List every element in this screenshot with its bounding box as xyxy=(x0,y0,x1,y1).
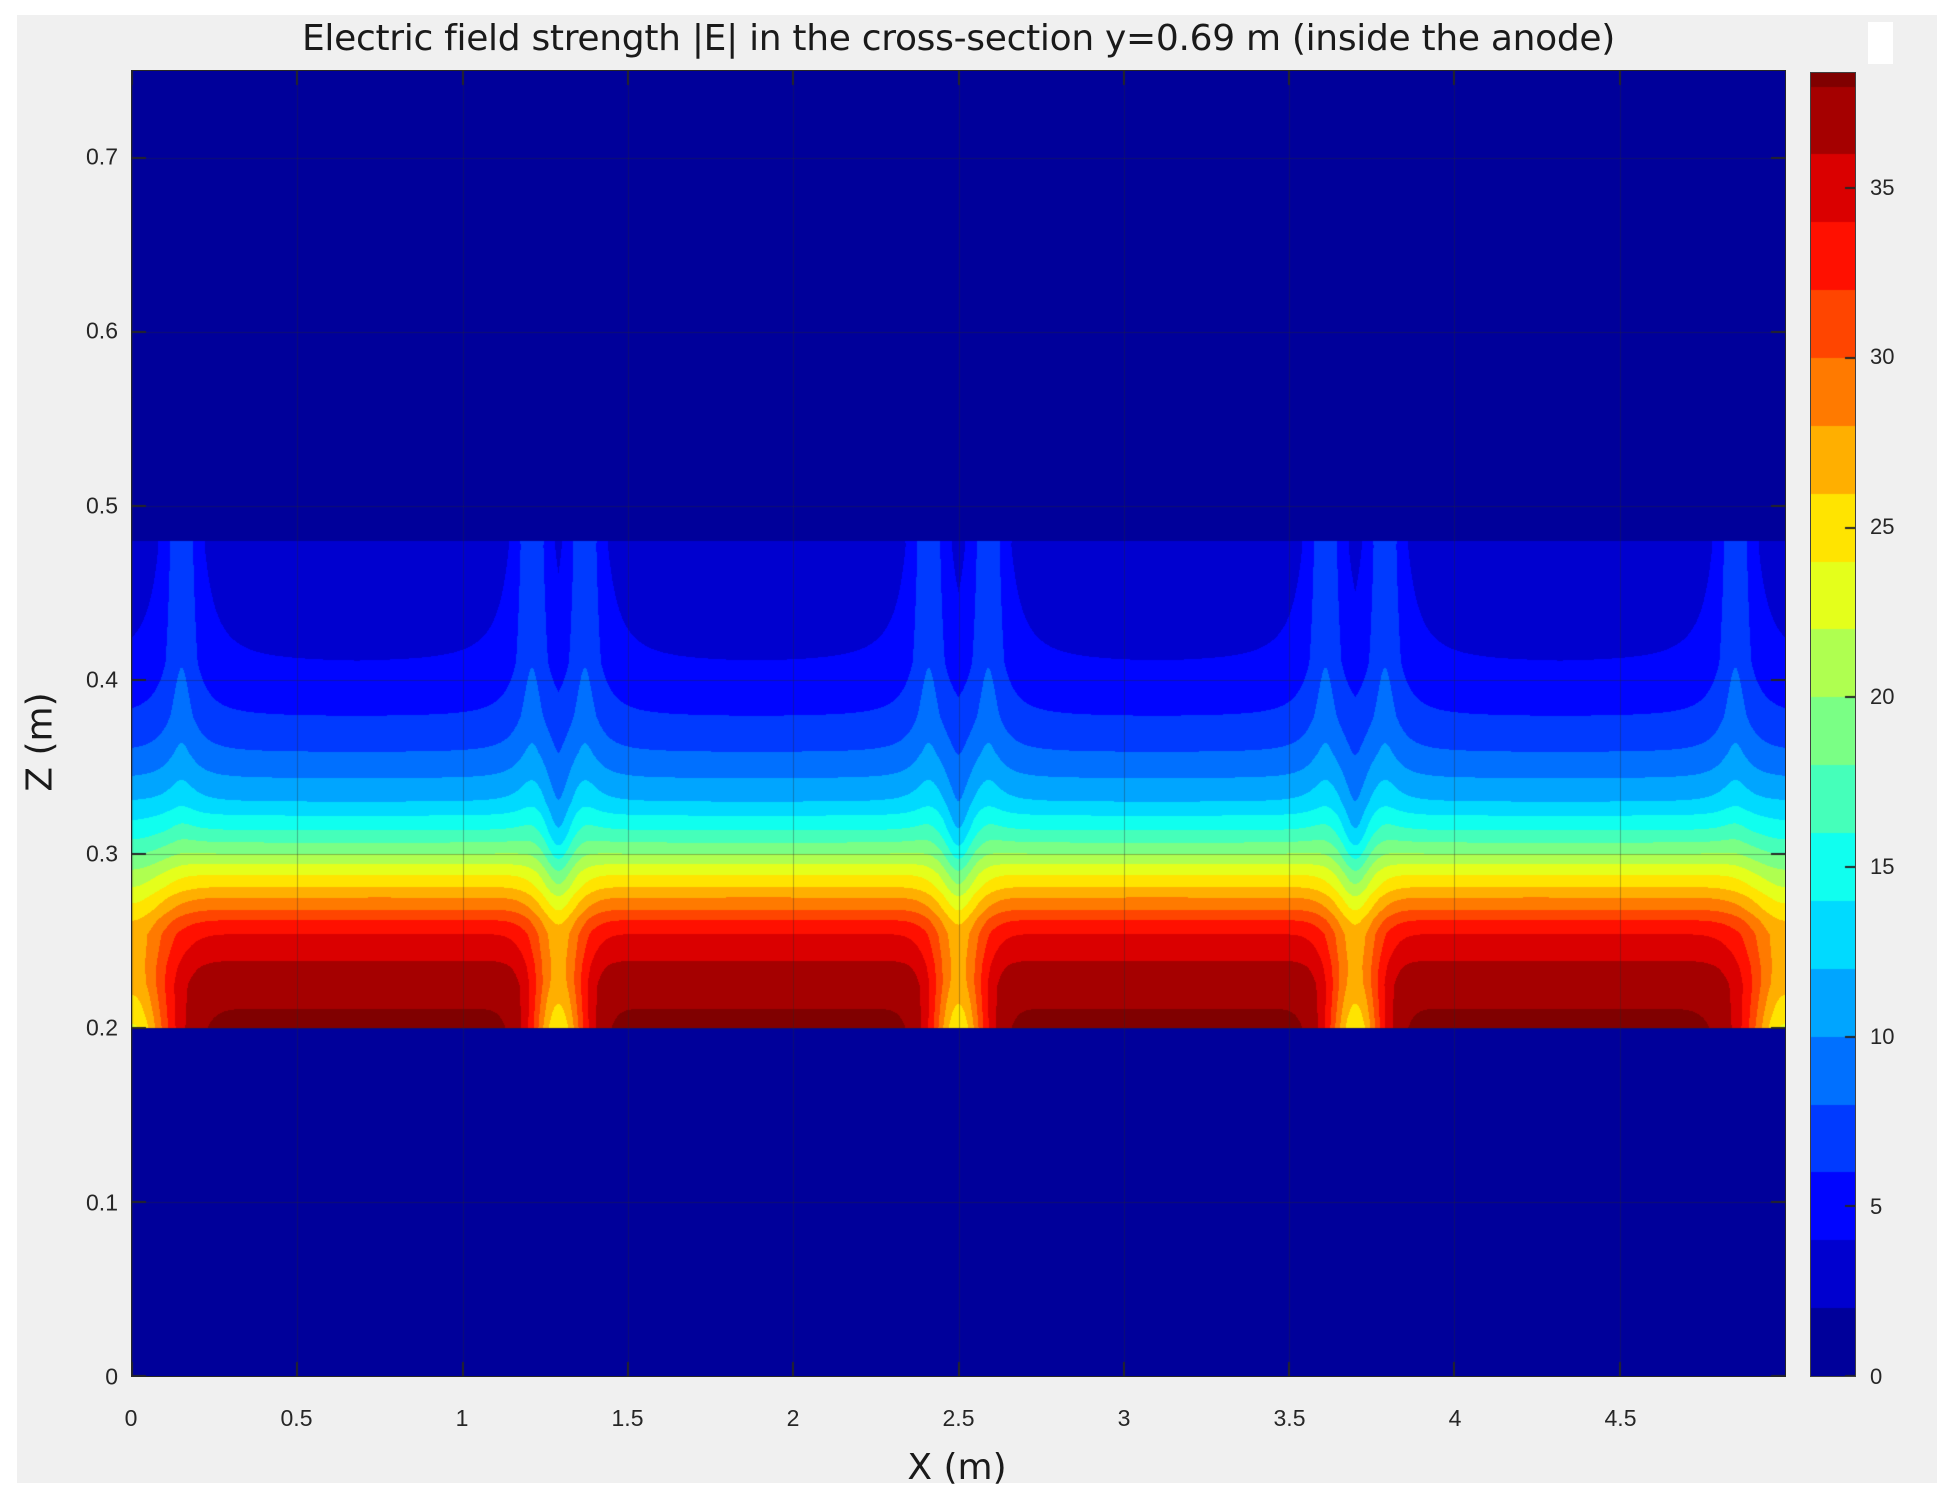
x-tick-label: 1 xyxy=(455,1405,469,1431)
x-tick-label: 2 xyxy=(786,1405,800,1431)
y-tick-label: 0.6 xyxy=(86,317,118,344)
y-tick-label: 0.4 xyxy=(86,666,118,693)
colorbar-tick-label: 10 xyxy=(1870,1024,1895,1050)
x-tick-label: 3 xyxy=(1117,1405,1131,1431)
x-tick-label: 0.5 xyxy=(280,1405,313,1431)
colorbar-label-box xyxy=(1868,22,1893,64)
x-tick-label: 3.5 xyxy=(1273,1405,1306,1431)
colorbar-tick-label: 20 xyxy=(1870,684,1895,710)
colorbar-tick-label: 35 xyxy=(1870,174,1895,200)
y-tick-label: 0.3 xyxy=(86,840,118,867)
x-tick-label: 4 xyxy=(1448,1405,1462,1431)
y-axis-label: Z (m) xyxy=(19,692,61,792)
plot-area[interactable] xyxy=(131,70,1786,1377)
colorbar-tick-label: 25 xyxy=(1870,514,1895,540)
chart-title: Electric field strength |E| in the cross… xyxy=(301,18,1615,59)
colorbar-gradient xyxy=(1811,73,1855,1376)
colorbar-tick-label: 15 xyxy=(1870,854,1895,880)
y-tick-label: 0 xyxy=(105,1363,118,1390)
y-tick-label: 0.2 xyxy=(86,1014,118,1041)
colorbar-tick-label: 0 xyxy=(1870,1364,1883,1389)
x-tick-label: 4.5 xyxy=(1604,1405,1637,1431)
colorbar-tick-label: 30 xyxy=(1870,344,1895,370)
x-tick-label: 1.5 xyxy=(611,1405,644,1431)
y-tick-label: 0.5 xyxy=(86,492,118,519)
colorbar[interactable] xyxy=(1810,72,1856,1377)
x-tick-label: 2.5 xyxy=(942,1405,975,1431)
y-tick-label: 0.1 xyxy=(86,1189,118,1216)
x-tick-label: 0 xyxy=(124,1405,138,1431)
x-axis-label: X (m) xyxy=(907,1447,1007,1488)
colorbar-tick-label: 5 xyxy=(1870,1194,1883,1220)
contour-field xyxy=(132,71,1785,1376)
y-tick-label: 0.7 xyxy=(86,143,118,170)
